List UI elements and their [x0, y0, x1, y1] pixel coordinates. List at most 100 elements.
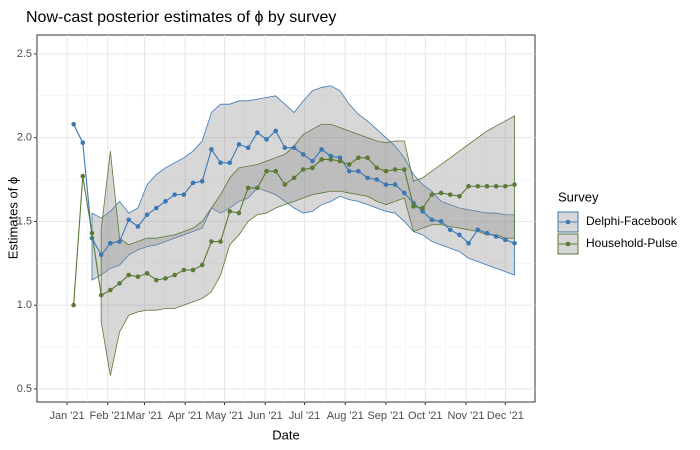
point: [108, 287, 113, 293]
point: [374, 177, 380, 182]
point: [328, 153, 334, 159]
x-tick-label: Feb '21: [90, 410, 126, 422]
point: [98, 292, 104, 298]
point: [300, 152, 306, 157]
legend-title: Survey: [558, 189, 599, 204]
point: [190, 180, 196, 186]
x-tick-label: Mar '21: [126, 410, 162, 422]
point: [282, 145, 288, 151]
x-tick-label: Sep '21: [367, 410, 404, 422]
point: [365, 175, 370, 181]
point: [337, 155, 343, 161]
point: [209, 239, 214, 244]
x-tick-label: Apr '21: [168, 410, 203, 422]
point: [144, 271, 150, 276]
point: [346, 168, 352, 174]
point: [255, 130, 260, 135]
x-tick-label: Jul '21: [289, 410, 320, 422]
y-axis-title: Estimates of ϕ: [5, 177, 20, 259]
point: [108, 240, 113, 246]
point: [420, 209, 425, 214]
point: [291, 175, 297, 181]
point: [126, 217, 132, 223]
point: [466, 183, 471, 189]
point: [209, 147, 214, 152]
point: [80, 140, 86, 146]
point: [218, 160, 223, 166]
point: [98, 252, 104, 258]
point: [135, 224, 141, 229]
point: [319, 147, 324, 152]
x-tick-label: Jun '21: [248, 410, 283, 422]
point: [401, 190, 407, 196]
point: [383, 182, 389, 187]
point: [227, 209, 233, 214]
legend: Delphi-Facebook Household-Pulse: [557, 211, 678, 255]
chart-title: Now-cast posterior estimates of ϕ by sur…: [26, 9, 336, 26]
point: [356, 155, 361, 161]
point: [163, 276, 168, 281]
point: [264, 168, 269, 174]
point: [447, 227, 453, 233]
legend-label: Household-Pulse: [586, 236, 678, 250]
point: [144, 212, 150, 218]
point: [429, 217, 435, 223]
point: [172, 192, 177, 197]
point: [374, 165, 380, 171]
point: [172, 272, 177, 278]
y-tick-label: 2.5: [17, 48, 32, 60]
point: [218, 239, 223, 244]
point: [199, 262, 205, 268]
point: [80, 173, 86, 179]
point: [466, 240, 471, 246]
point: [411, 204, 416, 209]
point: [236, 142, 242, 147]
point: [383, 168, 389, 174]
x-tick-label: Oct '21: [408, 410, 443, 422]
point: [319, 157, 324, 162]
x-axis-title: Date: [272, 427, 299, 442]
x-tick-label: Aug '21: [327, 410, 364, 422]
point: [401, 167, 407, 172]
y-tick-label: 0.5: [17, 383, 32, 395]
point: [163, 199, 168, 204]
legend-point: [565, 219, 571, 225]
point: [181, 192, 187, 197]
point: [337, 158, 343, 164]
point: [227, 160, 233, 166]
credible-band: [91, 85, 515, 281]
point: [117, 239, 122, 244]
point: [493, 234, 499, 239]
point: [484, 230, 490, 236]
point: [273, 168, 278, 174]
point: [181, 267, 187, 273]
point: [255, 185, 260, 191]
point: [126, 272, 132, 278]
point: [493, 183, 499, 189]
point: [282, 182, 288, 187]
point: [71, 121, 76, 127]
x-tick-label: May '21: [205, 410, 243, 422]
point: [291, 145, 297, 151]
point: [420, 205, 425, 211]
x-tick-label: Nov '21: [447, 410, 484, 422]
point: [447, 192, 453, 197]
y-tick-label: 1.0: [17, 299, 32, 311]
point: [356, 168, 361, 174]
point: [503, 237, 508, 243]
point: [153, 205, 159, 211]
plot-area: [71, 85, 517, 376]
point: [135, 274, 141, 280]
x-tick-label: Dec '21: [487, 410, 524, 422]
point: [346, 162, 352, 167]
y-tick-label: 2.0: [17, 132, 32, 144]
point: [153, 277, 159, 283]
point: [484, 183, 490, 189]
point: [245, 145, 251, 151]
point: [392, 167, 398, 172]
point: [236, 210, 242, 216]
legend-label: Delphi-Facebook: [586, 214, 678, 228]
point: [199, 178, 205, 184]
point: [300, 167, 306, 172]
